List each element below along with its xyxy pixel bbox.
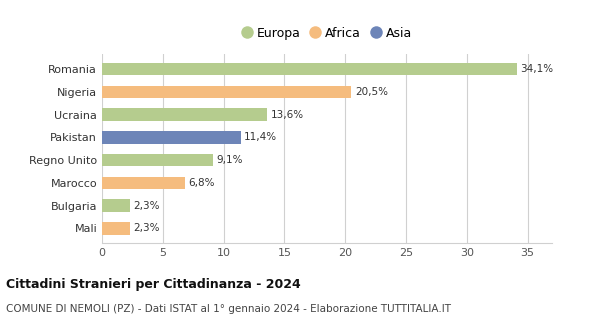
- Bar: [102, 108, 268, 121]
- Bar: [102, 154, 212, 166]
- Text: Cittadini Stranieri per Cittadinanza - 2024: Cittadini Stranieri per Cittadinanza - 2…: [6, 278, 301, 292]
- Bar: [102, 177, 185, 189]
- Bar: [102, 222, 130, 235]
- Text: 6,8%: 6,8%: [188, 178, 215, 188]
- Text: 11,4%: 11,4%: [244, 132, 277, 142]
- Legend: Europa, Africa, Asia: Europa, Africa, Asia: [238, 23, 416, 44]
- Text: 2,3%: 2,3%: [134, 201, 160, 211]
- Bar: [102, 63, 517, 76]
- Text: 20,5%: 20,5%: [355, 87, 388, 97]
- Text: 9,1%: 9,1%: [217, 155, 243, 165]
- Text: 2,3%: 2,3%: [134, 223, 160, 233]
- Text: COMUNE DI NEMOLI (PZ) - Dati ISTAT al 1° gennaio 2024 - Elaborazione TUTTITALIA.: COMUNE DI NEMOLI (PZ) - Dati ISTAT al 1°…: [6, 304, 451, 314]
- Text: 13,6%: 13,6%: [271, 110, 304, 120]
- Text: 34,1%: 34,1%: [520, 64, 554, 74]
- Bar: [102, 199, 130, 212]
- Bar: [102, 86, 352, 98]
- Bar: [102, 131, 241, 144]
